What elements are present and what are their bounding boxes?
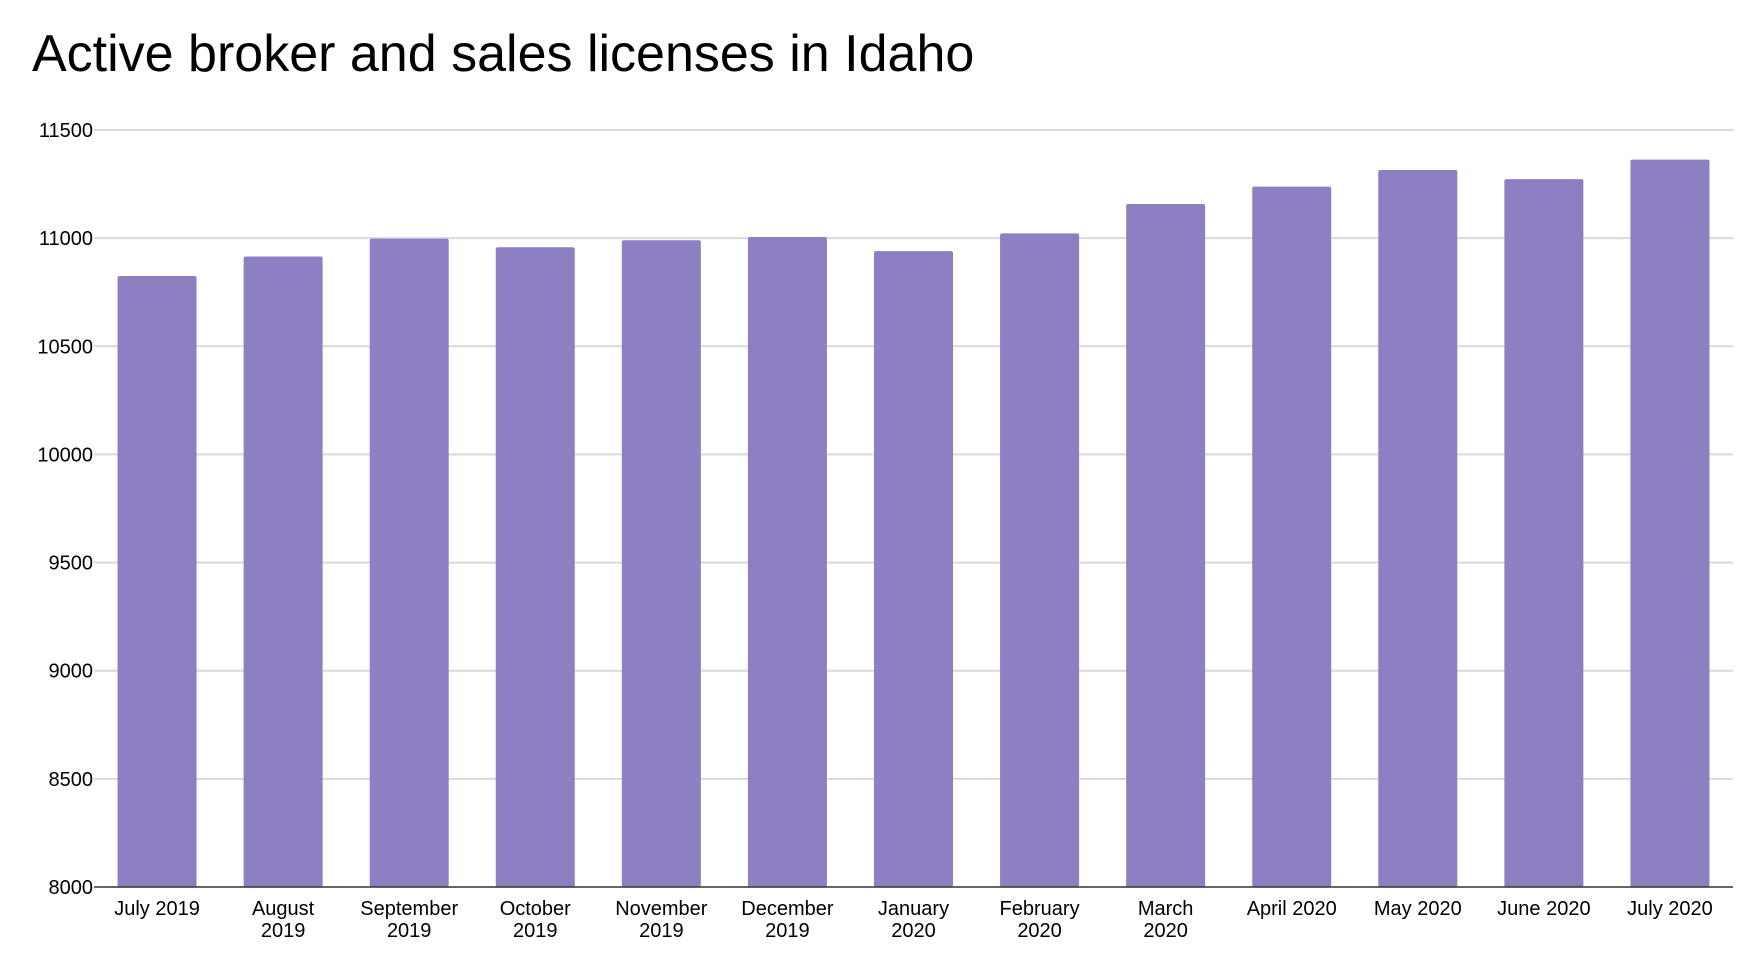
x-tick-label: July 2019 [114, 898, 200, 920]
bar [1000, 233, 1080, 887]
x-tick-label: April 2020 [1247, 898, 1337, 920]
x-tick-label-line: November [615, 898, 708, 920]
bar [369, 238, 449, 887]
bar [1630, 159, 1710, 887]
x-tick-label-line: 2020 [891, 920, 936, 942]
y-axis-tick-labels: 8000 8500 9000 9500 10000 10500 11000 11500 [37, 120, 93, 899]
x-tick-label: July 2020 [1627, 898, 1713, 920]
x-tick-label-line: June 2020 [1497, 898, 1590, 920]
bar [621, 240, 701, 887]
x-tick-label-line: July 2020 [1627, 898, 1713, 920]
x-tick-label-line: August [252, 898, 315, 920]
x-tick-label-line: July 2019 [114, 898, 200, 920]
x-tick-label-line: 2019 [261, 920, 306, 942]
bar [874, 251, 953, 887]
x-tick-label: May 2020 [1374, 898, 1462, 920]
x-tick-label: October 2019 [500, 898, 571, 942]
x-tick-label: February 2020 [1000, 898, 1080, 942]
x-tick-label-line: April 2020 [1247, 898, 1337, 920]
bar [495, 247, 575, 887]
y-tick-label: 11500 [39, 120, 93, 142]
x-tick-label: June 2020 [1497, 898, 1590, 920]
bar [243, 256, 323, 888]
bar [1378, 170, 1458, 887]
bar [747, 237, 827, 888]
x-tick-label: December 2019 [741, 898, 834, 942]
x-tick-label-line: 2019 [387, 920, 432, 942]
bar [117, 275, 197, 887]
x-tick-label-line: December [741, 898, 834, 920]
x-tick-label: March 2020 [1138, 898, 1194, 942]
y-tick-label: 9000 [49, 661, 94, 683]
x-tick-label-line: 2020 [1017, 920, 1062, 942]
bars [117, 159, 1710, 888]
y-tick-label: 8500 [49, 769, 94, 791]
x-tick-label: November 2019 [615, 898, 708, 942]
x-tick-label-line: January [878, 898, 949, 920]
x-tick-label-line: February [1000, 898, 1080, 920]
x-tick-label: January 2020 [878, 898, 949, 942]
y-tick-label: 10000 [37, 444, 93, 466]
y-tick-label: 9500 [49, 553, 94, 575]
x-tick-label-line: March [1138, 898, 1194, 920]
x-tick-label: September 2019 [360, 898, 458, 942]
bar [1504, 179, 1584, 887]
x-tick-label-line: 2019 [513, 920, 558, 942]
x-tick-label-line: 2020 [1143, 920, 1188, 942]
x-tick-label-line: September [360, 898, 458, 920]
y-tick-label: 10500 [37, 336, 93, 358]
bar [1126, 203, 1206, 887]
chart-title: Active broker and sales licenses in Idah… [32, 25, 975, 83]
x-tick-label-line: 2019 [765, 920, 810, 942]
y-tick-label: 11000 [39, 228, 93, 250]
x-tick-label-line: May 2020 [1374, 898, 1462, 920]
bar [1252, 186, 1332, 887]
x-tick-label: August 2019 [252, 898, 315, 942]
x-tick-label-line: 2019 [639, 920, 684, 942]
x-tick-label-line: October [500, 898, 571, 920]
y-tick-label: 8000 [49, 877, 94, 899]
